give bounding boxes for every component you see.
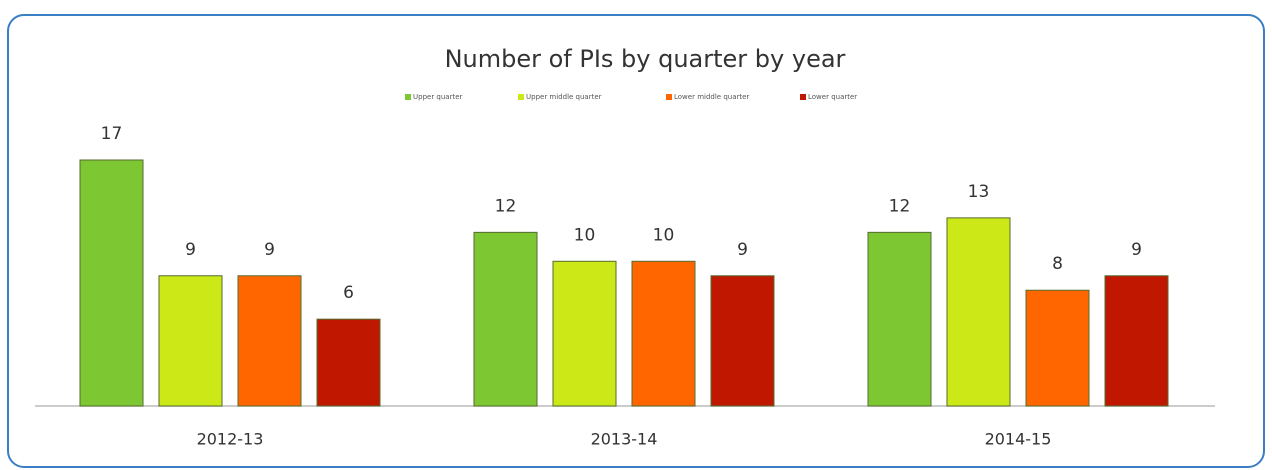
bar bbox=[946, 217, 1011, 407]
data-label: 17 bbox=[101, 124, 123, 144]
bar bbox=[552, 260, 617, 407]
x-tick-label: 2013-14 bbox=[591, 430, 658, 449]
bar bbox=[867, 231, 932, 407]
data-label: 10 bbox=[653, 225, 675, 245]
data-label: 12 bbox=[495, 196, 517, 216]
legend-swatch bbox=[666, 94, 672, 100]
bar bbox=[316, 318, 381, 407]
bar bbox=[473, 231, 538, 407]
data-label: 10 bbox=[574, 225, 596, 245]
data-label: 9 bbox=[1131, 240, 1142, 260]
legend-label: Lower quarter bbox=[808, 93, 857, 101]
chart-title: Number of PIs by quarter by year bbox=[445, 45, 846, 73]
bar bbox=[79, 159, 144, 407]
x-tick-label: 2014-15 bbox=[985, 430, 1052, 449]
bar bbox=[1025, 289, 1090, 407]
x-tick-label: 2012-13 bbox=[197, 430, 264, 449]
data-label: 6 bbox=[343, 283, 354, 303]
legend-swatch bbox=[405, 94, 411, 100]
legend-label: Upper middle quarter bbox=[526, 93, 602, 101]
legend-label: Lower middle quarter bbox=[674, 93, 749, 101]
data-label: 9 bbox=[185, 240, 196, 260]
bar bbox=[1104, 275, 1169, 407]
data-label: 9 bbox=[264, 240, 275, 260]
bar bbox=[710, 275, 775, 407]
legend-swatch bbox=[518, 94, 524, 100]
data-label: 9 bbox=[737, 240, 748, 260]
data-label: 8 bbox=[1052, 254, 1063, 274]
bar bbox=[158, 275, 223, 407]
data-label: 13 bbox=[968, 182, 990, 202]
legend-label: Upper quarter bbox=[413, 93, 463, 101]
data-label: 12 bbox=[889, 196, 911, 216]
bar bbox=[237, 275, 302, 407]
legend-swatch bbox=[800, 94, 806, 100]
bar bbox=[631, 260, 696, 407]
